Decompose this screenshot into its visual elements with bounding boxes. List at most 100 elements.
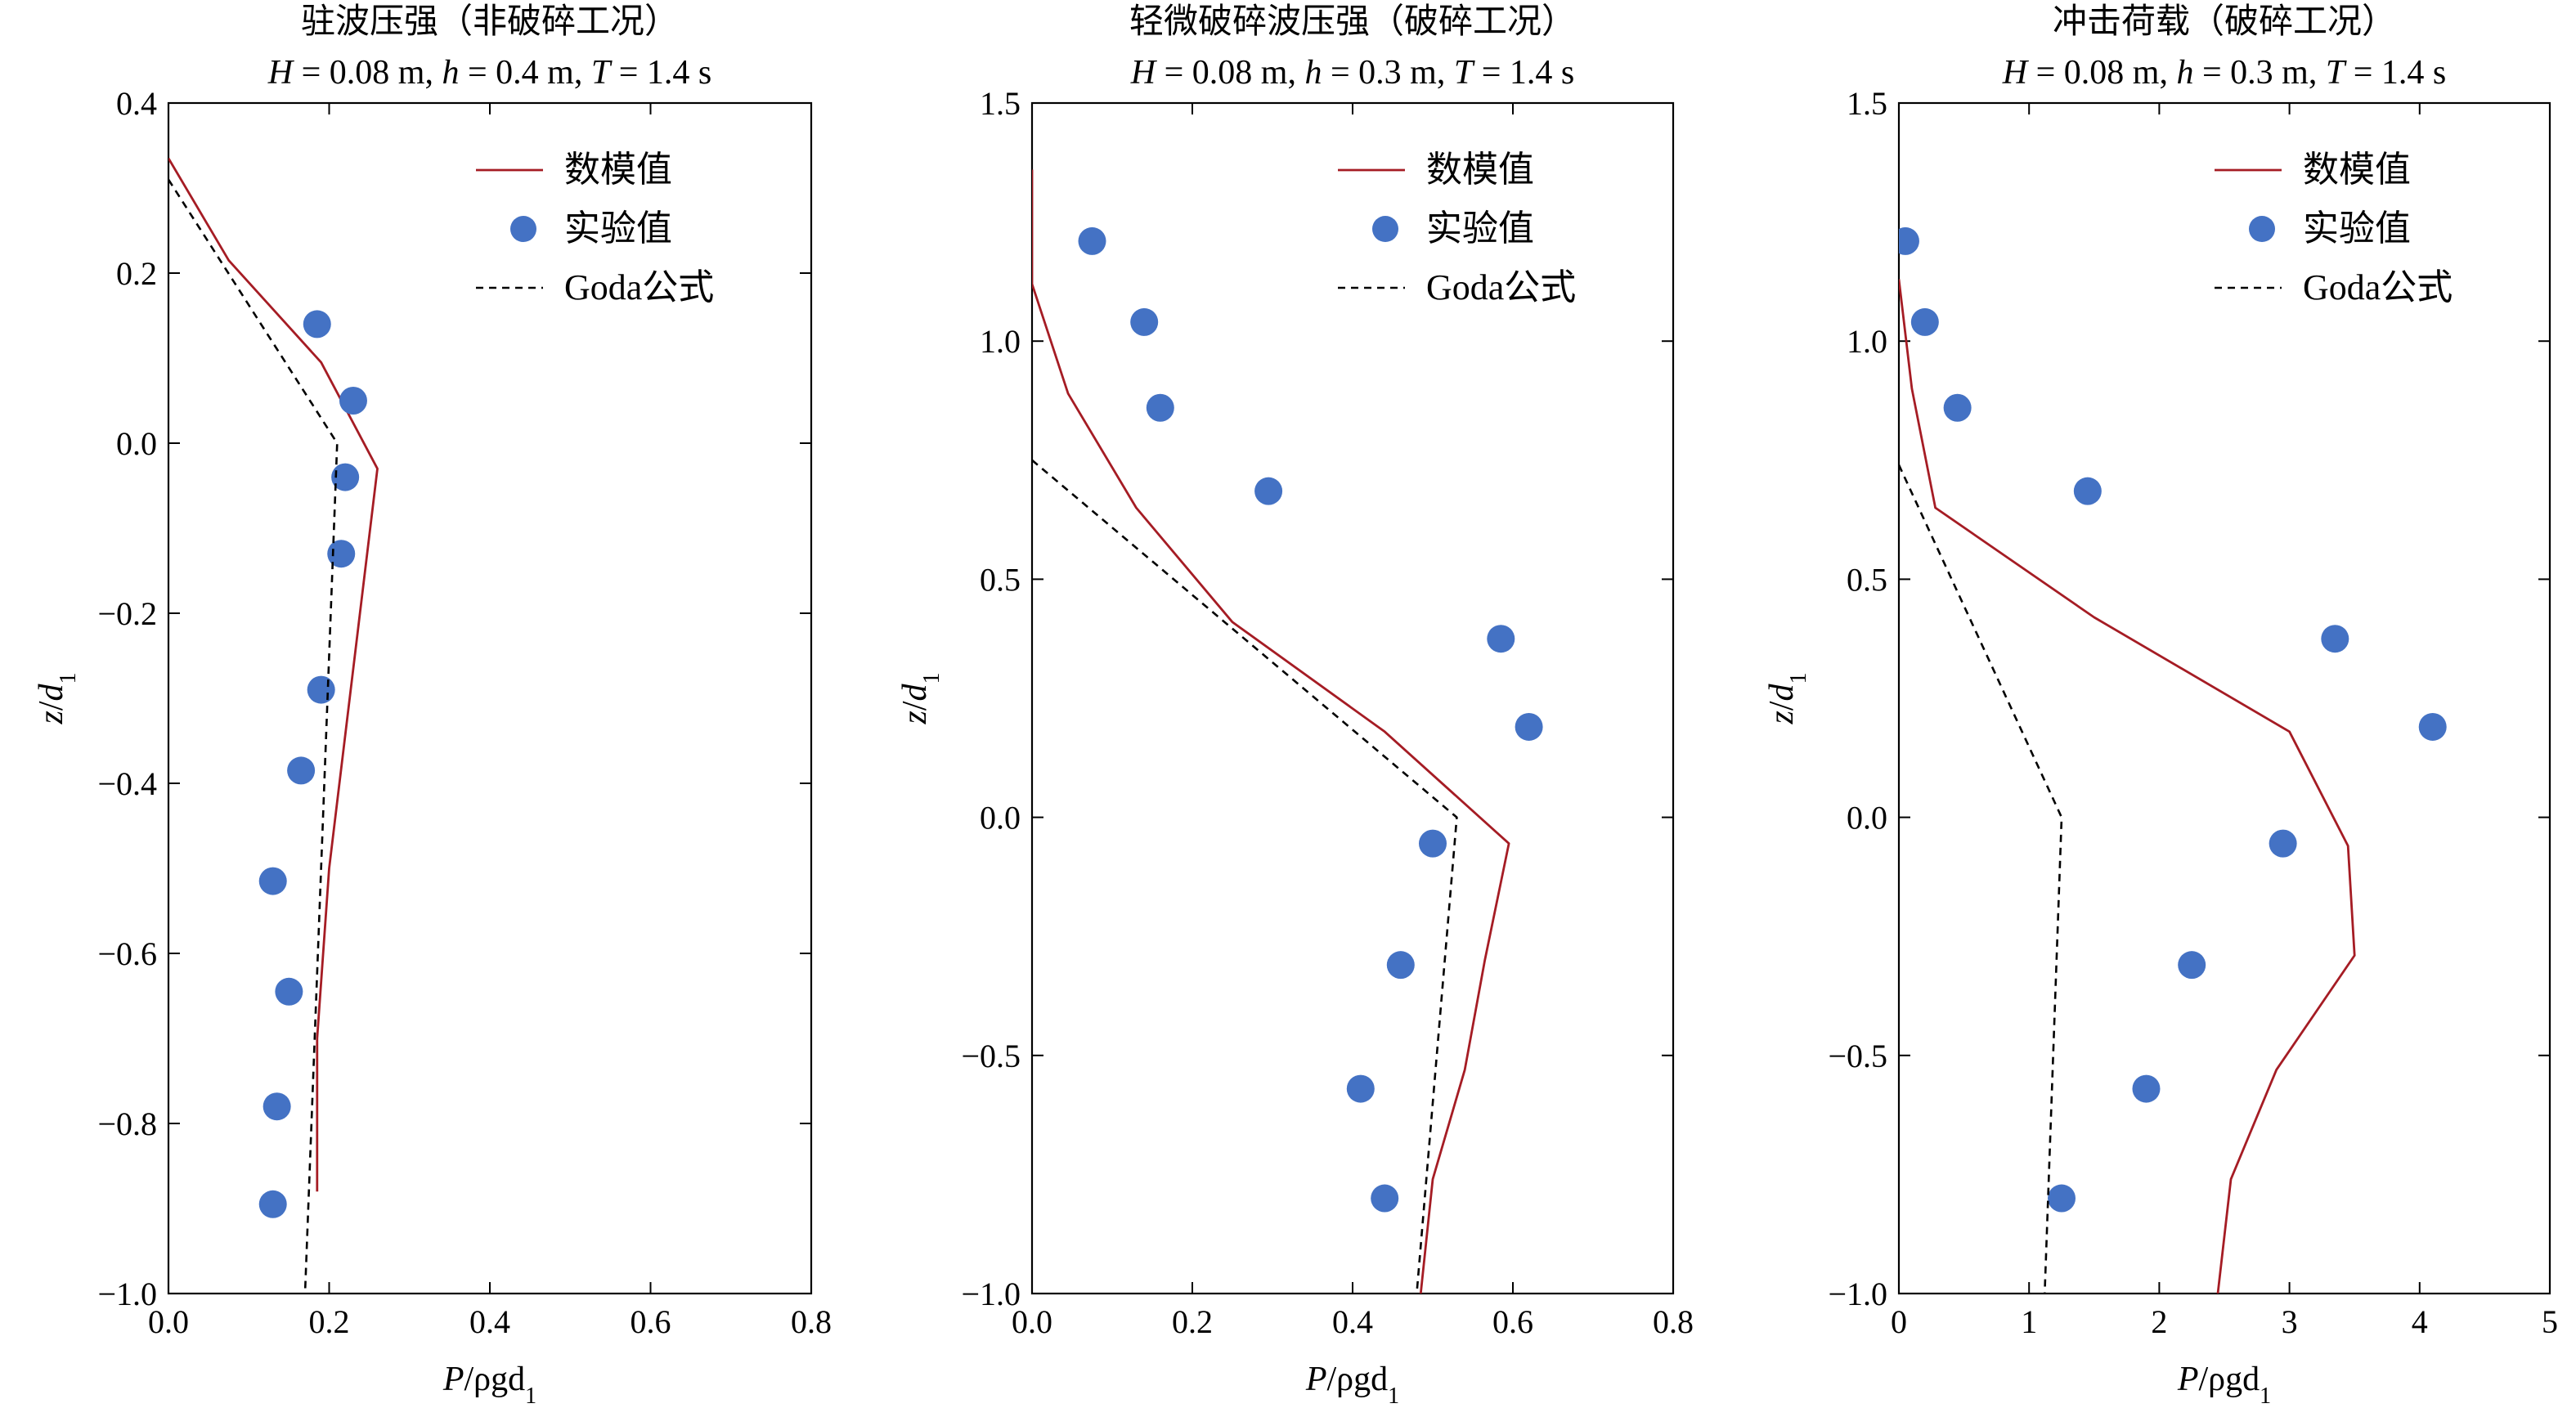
y-tick-label: 0.0 (116, 425, 157, 462)
panel-subtitle: H = 0.08 m, h = 0.3 m, T = 1.4 s (1130, 54, 1574, 92)
experiment-point (258, 867, 287, 895)
legend-experiment-label: 实验值 (2303, 209, 2411, 249)
legend-experiment-swatch (510, 216, 536, 242)
x-tick-label: 0.8 (1653, 1303, 1694, 1340)
legend-model-label: 数模值 (564, 150, 672, 190)
legend-experiment-label: 实验值 (1426, 209, 1534, 249)
x-axis-label: P/ρgd1 (1305, 1361, 1399, 1409)
y-tick-label: −0.2 (97, 595, 157, 632)
x-axis-label: P/ρgd1 (2177, 1361, 2271, 1409)
legend-goda-label: Goda公式 (1426, 267, 1576, 307)
experiment-point (2073, 477, 2102, 505)
x-tick-label: 0.8 (791, 1303, 832, 1340)
experiment-point (263, 1092, 291, 1121)
y-tick-label: 1.5 (1847, 85, 1887, 122)
experiment-point (1386, 951, 1415, 980)
experiment-point (287, 756, 316, 785)
experiment-point (1254, 477, 1283, 505)
chart-panel-1: 驻波压强（非破碎工况） H = 0.08 m, h = 0.4 m, T = 1.… (33, 3, 832, 1409)
x-tick-label: 0.0 (1012, 1303, 1052, 1340)
experiment-point (2048, 1184, 2076, 1213)
x-tick-label: 0.4 (469, 1303, 510, 1340)
plot-frame (1897, 101, 2551, 1295)
experiment-point (1943, 393, 1972, 422)
panel-subtitle: H = 0.08 m, h = 0.4 m, T = 1.4 s (267, 54, 711, 92)
experiment-point (2321, 625, 2349, 653)
experiment-point (1910, 307, 1939, 336)
panel-title: 轻微破碎波压强（破碎工况） (1129, 3, 1576, 41)
goda-formula-line (168, 178, 339, 1294)
y-tick-label: 0.0 (980, 800, 1021, 836)
panel-subtitle: H = 0.08 m, h = 0.3 m, T = 1.4 s (2002, 54, 2446, 92)
y-tick-label: −0.5 (1828, 1038, 1887, 1074)
y-tick-label: −0.5 (961, 1038, 1021, 1074)
x-tick-label: 5 (2542, 1303, 2558, 1340)
y-tick-label: 1.0 (1847, 323, 1887, 360)
y-axis-label: z/d1 (896, 672, 945, 724)
experiment-point (2418, 712, 2447, 741)
experiment-point (2178, 951, 2206, 980)
x-tick-label: 1 (2021, 1303, 2037, 1340)
x-tick-label: 0.4 (1332, 1303, 1373, 1340)
experiment-point (331, 463, 360, 491)
experiment-point (1078, 226, 1106, 255)
experiment-point (1899, 226, 1919, 255)
experiment-point (2132, 1074, 2161, 1103)
legend-experiment-swatch (1372, 216, 1398, 242)
goda-formula-line (1899, 464, 2063, 1294)
y-tick-label: −0.4 (97, 765, 157, 802)
experiment-point (2269, 829, 2297, 858)
y-tick-label: −0.6 (97, 935, 157, 972)
numerical-model-line (168, 157, 379, 1192)
experiment-point (339, 387, 367, 415)
y-tick-label: −1.0 (1828, 1276, 1887, 1312)
plot-frame (167, 101, 813, 1295)
experiment-point (1515, 712, 1543, 741)
y-axis-label: z/d1 (1763, 672, 1811, 724)
experiment-point (1371, 1184, 1399, 1213)
y-axis-label: z/d1 (33, 672, 81, 724)
legend-model-label: 数模值 (2303, 150, 2411, 190)
experiment-point (258, 1190, 287, 1218)
experiment-point (275, 977, 303, 1006)
experiment-point (307, 675, 335, 704)
series-group (168, 157, 379, 1294)
y-tick-label: −1.0 (97, 1276, 157, 1312)
x-tick-label: 0.2 (1172, 1303, 1213, 1340)
plot-frame (1030, 101, 1675, 1295)
x-tick-label: 0.2 (309, 1303, 350, 1340)
legend-goda-label: Goda公式 (564, 267, 714, 307)
experiment-point (303, 310, 331, 339)
experiment-point (327, 540, 356, 568)
chart-panel-3: 冲击荷载（破碎工况） H = 0.08 m, h = 0.3 m, T = 1.4… (1763, 3, 2558, 1409)
numerical-model-line (1032, 169, 1510, 1294)
experiment-point (1346, 1074, 1375, 1103)
x-tick-label: 4 (2412, 1303, 2428, 1340)
y-tick-label: −1.0 (961, 1276, 1021, 1312)
x-tick-label: 3 (2282, 1303, 2298, 1340)
y-tick-label: 1.0 (980, 323, 1021, 360)
panel-title: 驻波压强（非破碎工况） (301, 3, 679, 41)
experiment-point (1487, 625, 1515, 653)
experiment-point (1146, 393, 1174, 422)
x-axis-label: P/ρgd1 (442, 1361, 536, 1409)
goda-formula-line (1032, 459, 1458, 1294)
x-tick-label: 0.0 (148, 1303, 189, 1340)
x-tick-label: 0.6 (1492, 1303, 1533, 1340)
legend-goda-label: Goda公式 (2303, 267, 2453, 307)
chart-panels: 驻波压强（非破碎工况） H = 0.08 m, h = 0.4 m, T = 1.… (33, 3, 2558, 1409)
y-tick-label: 0.2 (116, 255, 157, 292)
series-group (1032, 169, 1543, 1294)
chart-panel-2: 轻微破碎波压强（破碎工况） H = 0.08 m, h = 0.3 m, T = … (896, 3, 1694, 1409)
x-tick-label: 0 (1891, 1303, 1907, 1340)
numerical-model-line (1899, 279, 2356, 1294)
legend-experiment-swatch (2249, 216, 2275, 242)
series-group (1899, 226, 2447, 1294)
y-tick-label: −0.8 (97, 1105, 157, 1142)
x-tick-label: 0.6 (631, 1303, 671, 1340)
panel-title: 冲击荷载（破碎工况） (2053, 3, 2396, 41)
experiment-point (1130, 307, 1159, 336)
